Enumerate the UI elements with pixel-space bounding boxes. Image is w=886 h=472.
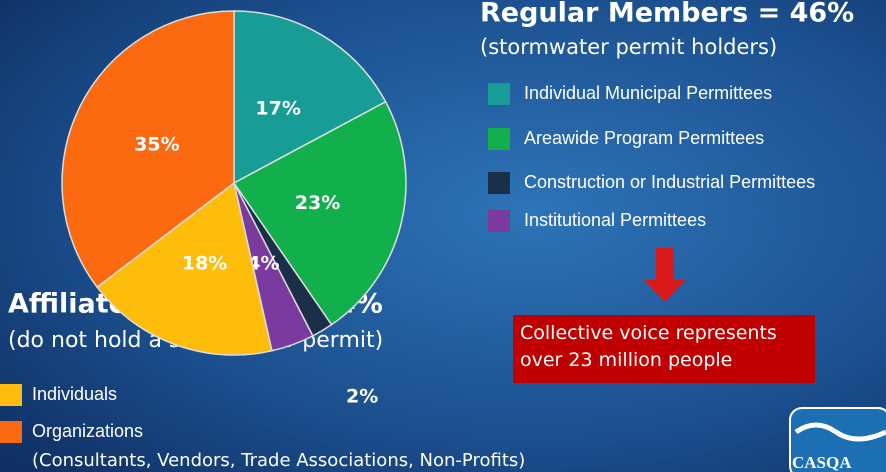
regular-subheading: (stormwater permit holders) bbox=[480, 35, 777, 59]
legend-swatch bbox=[488, 128, 510, 150]
legend-swatch bbox=[488, 83, 510, 105]
slice-label: 17% bbox=[255, 98, 300, 120]
legend-swatch bbox=[0, 384, 22, 406]
slice-label: 4% bbox=[247, 252, 279, 274]
slice-label: 35% bbox=[134, 133, 179, 155]
legend-label: Construction or Industrial Permittees bbox=[524, 172, 815, 192]
slice-label: 18% bbox=[182, 252, 227, 274]
pie-slice bbox=[61, 10, 235, 289]
legend-swatch bbox=[488, 210, 510, 232]
slice-label: 23% bbox=[295, 192, 340, 214]
callout-box bbox=[513, 315, 815, 383]
pie: 17% 23% 4% 18% 35% bbox=[61, 10, 407, 356]
slice-label: 2% bbox=[346, 385, 378, 407]
affiliate-note: (Consultants, Vendors, Trade Association… bbox=[32, 450, 525, 471]
legend-label: Individuals bbox=[32, 384, 117, 404]
logo-text: CASQA bbox=[792, 453, 852, 472]
regular-heading: Regular Members = 46% bbox=[480, 0, 854, 29]
pie-slice bbox=[233, 10, 387, 185]
pie-slice bbox=[232, 100, 407, 326]
callout: Collective voice represents over 23 mill… bbox=[520, 322, 777, 371]
legend-swatch bbox=[0, 421, 22, 443]
pie-slice bbox=[96, 181, 273, 356]
legend-label: Individual Municipal Permittees bbox=[524, 83, 772, 103]
legend-label: Organizations bbox=[32, 421, 143, 441]
legend-label: Institutional Permittees bbox=[524, 210, 706, 230]
logo-wave bbox=[794, 422, 886, 442]
legend-swatch bbox=[488, 172, 510, 194]
arrow bbox=[644, 248, 686, 302]
callout-wrap: Collective voice represents over 23 mill… bbox=[520, 322, 777, 371]
legend-label: Areawide Program Permittees bbox=[524, 128, 764, 148]
legend: Individual Municipal Permittees Areawide … bbox=[0, 83, 815, 443]
